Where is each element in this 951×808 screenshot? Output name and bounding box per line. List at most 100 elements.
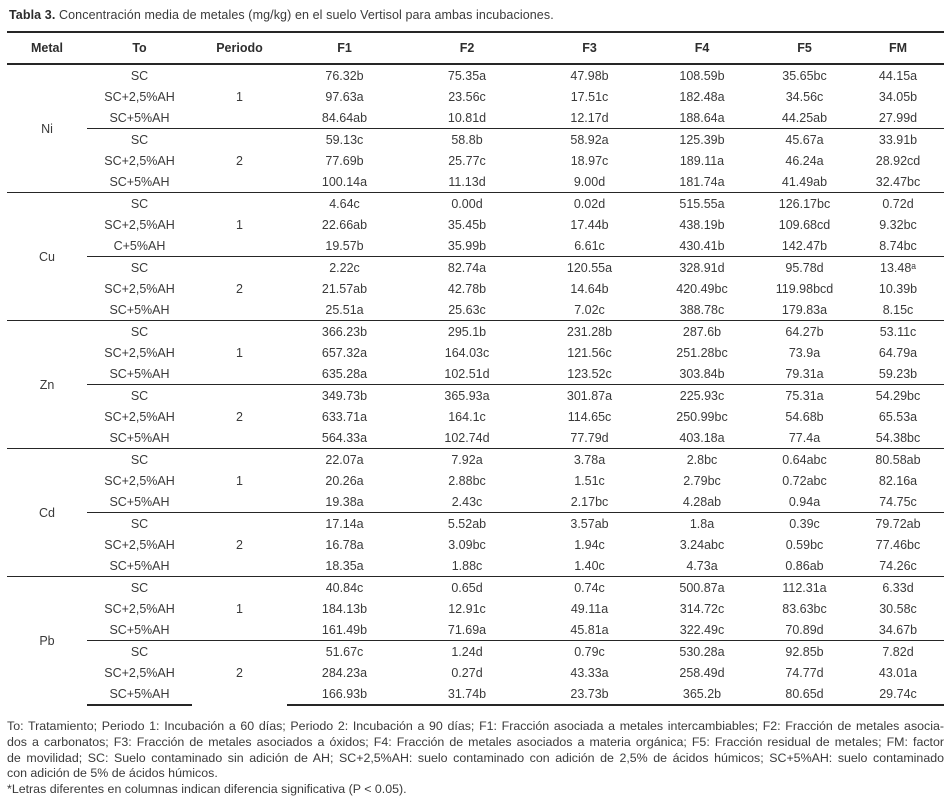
treatment-label: SC+2,5%AH xyxy=(104,345,175,360)
table-row: SC 2 51.67c 1.24d 0.79c 530.28a 92.85b 7.82d xyxy=(7,640,944,705)
value-cell-f3: 0.74c xyxy=(532,576,647,598)
table-row: SC+2,5%AH 633.71a 164.1c 114.65c 250.99bc 54.… xyxy=(7,406,944,427)
value-cell-f3: 1.40c xyxy=(574,558,605,573)
treatment-label: SC+5%AH xyxy=(109,110,170,125)
value-cell-f1: 366.23b xyxy=(287,320,402,342)
metal-label: Cu xyxy=(7,192,87,321)
value-cell-f1: 100.14a xyxy=(321,174,368,189)
abbreviations-note-line: dos a carbonatos; F3: Fracción de metale… xyxy=(7,734,944,749)
value-cell-f1: 635.28a xyxy=(321,366,368,381)
value-cell-f2: 25.77c xyxy=(448,153,486,168)
value-cell-f1: 51.67c xyxy=(287,640,402,662)
value-cell-fm: 29.74c xyxy=(852,683,944,706)
value-cell-f4: 1.8a xyxy=(647,512,757,534)
treatment-label: SC xyxy=(87,320,192,342)
value-cell-f2: 35.99b xyxy=(447,238,487,253)
value-cell-f5: 0.94a xyxy=(788,494,821,509)
table-row: SC 2 2.22c 82.74a 120.55a 328.91d 95.78d 13.48ᵃ xyxy=(7,256,944,321)
table-row: SC+2,5%AH 16.78a 3.09bc 1.94c 3.24abc 0.59bc 7… xyxy=(7,534,944,555)
treatment-label: SC+2,5%AH xyxy=(104,89,175,104)
value-cell-f1: 657.32a xyxy=(321,345,368,360)
value-cell-f1: 2.22c xyxy=(287,256,402,278)
value-cell-fm: 34.67b xyxy=(878,622,918,637)
column-header-f1: F1 xyxy=(287,31,402,65)
table-row: Ni SC 1 76.32b 75.35a 47.98b 108.59b 35.65bc 44.… xyxy=(7,63,944,193)
value-cell-f5: 45.67a xyxy=(757,128,852,150)
table-title: Tabla 3. Concentración media de metales … xyxy=(9,8,944,22)
table-row: SC+2,5%AH 657.32a 164.03c 121.56c 251.28bc 73… xyxy=(7,342,944,363)
value-cell-f4: 420.49bc xyxy=(676,281,728,296)
value-cell-f4: 251.28bc xyxy=(676,345,728,360)
table-row: SC+2,5%AH 97.63a 23.56c 17.51c 182.48a 34.56c… xyxy=(7,86,944,107)
metal-label: Pb xyxy=(7,576,87,705)
abbreviations-note: To: Tratamiento; Periodo 1: Incubación a… xyxy=(7,719,944,782)
value-cell-f3: 114.65c xyxy=(567,409,612,424)
value-cell-f1: 25.51a xyxy=(325,302,364,317)
treatment-label: SC+5%AH xyxy=(109,622,170,637)
value-cell-f5: 80.65d xyxy=(757,683,852,706)
value-cell-f5: 0.64abc xyxy=(757,448,852,470)
period-label: 2 xyxy=(192,640,287,705)
treatment-label: SC+5%AH xyxy=(109,174,170,189)
value-cell-f4: 189.11a xyxy=(679,153,725,168)
value-cell-f3: 3.57ab xyxy=(532,512,647,534)
period-label: 1 xyxy=(192,576,287,641)
value-cell-f3: 12.17d xyxy=(570,110,609,125)
value-cell-fm: 6.33d xyxy=(852,576,944,598)
metals-table-body: Ni SC 1 76.32b 75.35a 47.98b 108.59b 35.65bc 44.… xyxy=(7,63,944,706)
treatment-label: SC+2,5%AH xyxy=(104,537,175,552)
value-cell-fm: 32.47bc xyxy=(875,174,921,189)
treatment-label: SC+5%AH xyxy=(109,430,170,445)
treatment-label: C+5%AH xyxy=(113,238,166,253)
value-cell-f2: 365.93a xyxy=(402,384,532,406)
abbreviations-note-line: con adición de 5% de ácidos húmicos. xyxy=(7,766,218,781)
value-cell-f2: 1.88c xyxy=(451,558,483,573)
value-cell-f3: 2.17bc xyxy=(570,494,609,509)
value-cell-f4: 4.73a xyxy=(686,558,718,573)
column-header-f2: F2 xyxy=(402,31,532,65)
value-cell-f5: 44.25ab xyxy=(781,110,828,125)
table-footnotes: To: Tratamiento; Periodo 1: Incubación a… xyxy=(7,719,944,798)
value-cell-fm: 8.74bc xyxy=(879,238,917,253)
table-row: C+5%AH 19.57b 35.99b 6.61c 430.41b 142.47b 8.7… xyxy=(7,235,944,257)
value-cell-f2: 42.78b xyxy=(447,281,487,296)
metal-label: Ni xyxy=(7,63,87,193)
treatment-label: SC+2,5%AH xyxy=(104,217,175,232)
value-cell-fm: 64.79a xyxy=(878,345,918,360)
table-row: SC+2,5%AH 184.13b 12.91c 49.11a 314.72c 83.63… xyxy=(7,598,944,619)
value-cell-f1: 59.13c xyxy=(287,128,402,150)
value-cell-fm: 54.38bc xyxy=(875,430,921,445)
value-cell-f3: 58.92a xyxy=(532,128,647,150)
value-cell-fm: 77.46bc xyxy=(875,537,921,552)
value-cell-f3: 23.73b xyxy=(532,683,647,706)
value-cell-f5: 142.47b xyxy=(781,238,828,253)
value-cell-f5: 41.49ab xyxy=(781,174,828,189)
period-label: 2 xyxy=(192,384,287,449)
value-cell-f3: 45.81a xyxy=(570,622,609,637)
value-cell-f3: 301.87a xyxy=(532,384,647,406)
value-cell-f1: 22.66ab xyxy=(321,217,368,232)
value-cell-f2: 2.88bc xyxy=(448,473,486,488)
value-cell-f1: 284.23a xyxy=(321,665,368,680)
table-row: SC+5%AH 166.93b 31.74b 23.73b 365.2b 80.65d 29… xyxy=(7,683,944,706)
value-cell-fm: 27.99d xyxy=(878,110,918,125)
treatment-label: SC+2,5%AH xyxy=(104,281,175,296)
value-cell-f1: 77.69b xyxy=(325,153,364,168)
value-cell-f2: 75.35a xyxy=(402,63,532,86)
value-cell-fm: 34.05b xyxy=(878,89,918,104)
value-cell-f5: 73.9a xyxy=(788,345,821,360)
value-cell-f5: 109.68cd xyxy=(778,217,831,232)
abbreviations-note-line: de movilidad; SC: Suelo contaminado sin … xyxy=(7,750,944,765)
value-cell-f5: 46.24a xyxy=(785,153,824,168)
value-cell-f2: 3.09bc xyxy=(448,537,486,552)
value-cell-f5: 54.68b xyxy=(785,409,824,424)
value-cell-f3: 1.51c xyxy=(574,473,605,488)
value-cell-f1: 40.84c xyxy=(287,576,402,598)
value-cell-f4: 258.49d xyxy=(679,665,725,680)
value-cell-f3: 77.79d xyxy=(570,430,609,445)
period-label: 1 xyxy=(192,448,287,513)
value-cell-f3: 49.11a xyxy=(570,601,609,616)
table-row: SC+2,5%AH 284.23a 0.27d 43.33a 258.49d 74.77d… xyxy=(7,662,944,683)
value-cell-fm: 82.16a xyxy=(878,473,918,488)
column-header-periodo: Periodo xyxy=(192,31,287,65)
